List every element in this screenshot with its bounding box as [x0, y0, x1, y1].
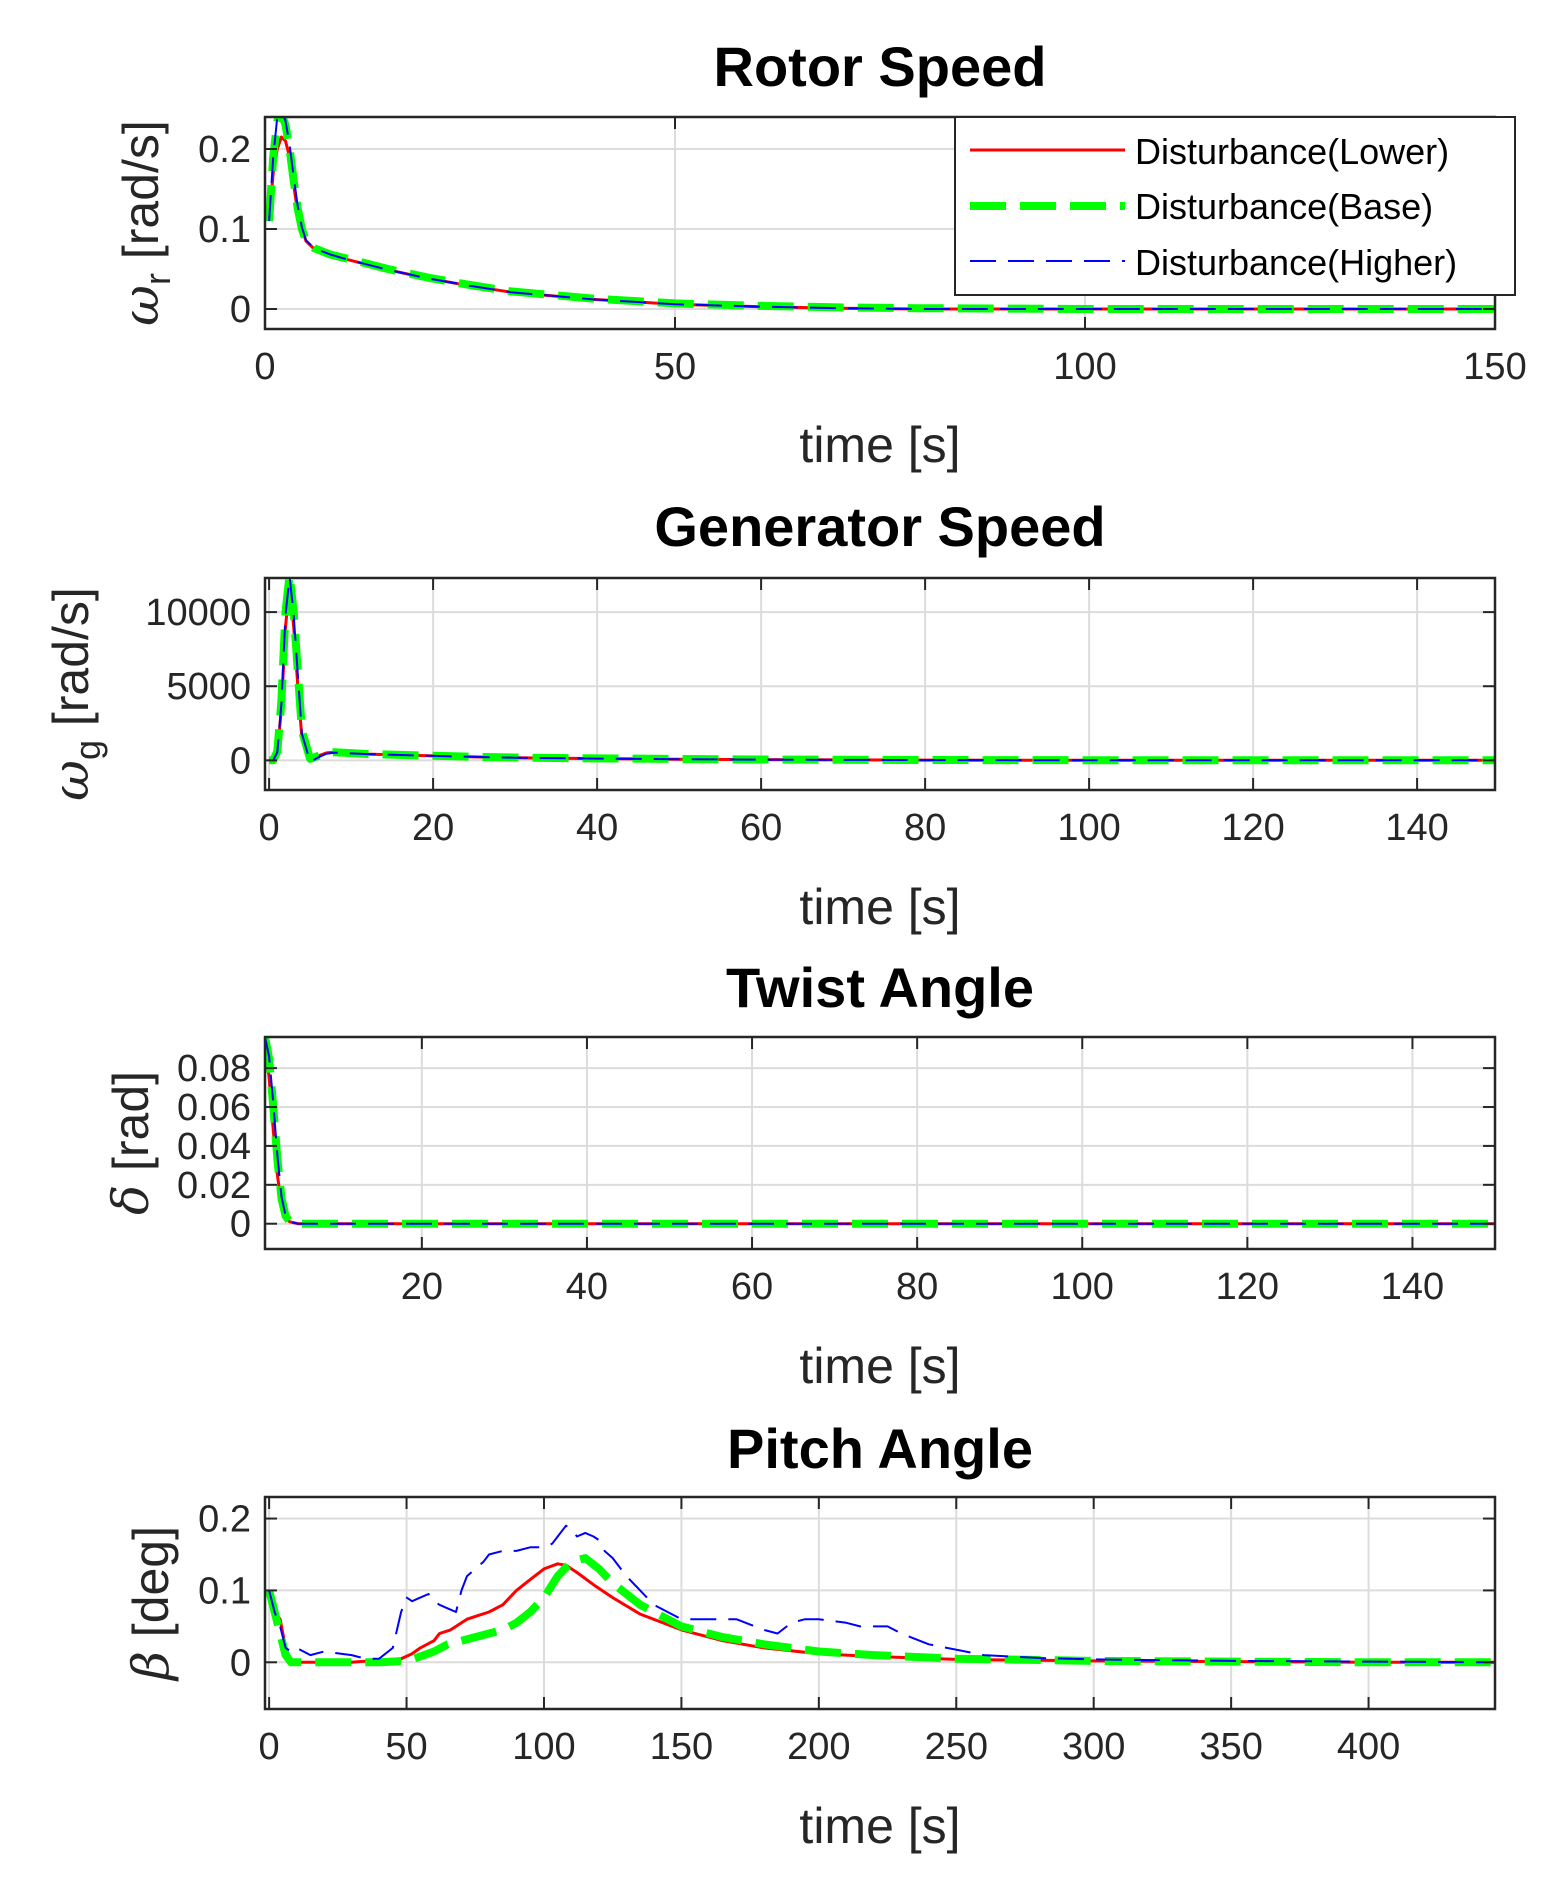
chart-title: Generator Speed	[654, 495, 1105, 558]
plot-area: 20 40 60 80 100 120 140 00.020.040.060.08	[177, 1035, 1497, 1308]
x-tick-label: 400	[1337, 1726, 1400, 1768]
x-tick-label: 0	[254, 346, 275, 388]
series-line	[268, 1524, 1495, 1664]
y-axis-symbol: δ	[102, 1185, 160, 1215]
legend-label-lower: Disturbance(Lower)	[1135, 131, 1449, 172]
y-tick-label: 0.08	[177, 1048, 251, 1090]
series-group	[269, 578, 1495, 765]
x-axis-label: time [s]	[799, 1338, 960, 1394]
x-tick-label: 140	[1385, 807, 1448, 849]
panel-twist-angle: Twist Angle 20 40 60 80 100 120 14000.020.040.…	[102, 956, 1497, 1394]
y-axis-symbol: β	[122, 1651, 180, 1682]
y-tick-label: 0.2	[198, 129, 251, 171]
x-tick-label: 100	[1057, 807, 1120, 849]
x-tick-label: 100	[1053, 346, 1116, 388]
x-tick-label: 100	[512, 1726, 575, 1768]
y-axis-label: ωg [rad/s]	[42, 587, 108, 801]
x-tick-label: 50	[385, 1726, 427, 1768]
x-tick-label: 120	[1216, 1266, 1279, 1308]
x-tick-label: 0	[259, 807, 280, 849]
chart-title: Rotor Speed	[714, 35, 1047, 98]
y-tick-label: 0.1	[198, 209, 251, 251]
x-tick-label: 0	[259, 1726, 280, 1768]
plot-background	[265, 1037, 1495, 1249]
y-tick-label: 0.06	[177, 1087, 251, 1129]
y-tick-label: 10000	[145, 592, 251, 634]
series-line	[268, 117, 1495, 310]
axes-frame	[263, 1495, 1497, 1711]
y-tick-label: 5000	[166, 666, 251, 708]
y-tick-label: 0	[230, 1204, 251, 1246]
x-tick-label: 200	[787, 1726, 850, 1768]
x-tick-label: 80	[904, 807, 946, 849]
legend-label-higher: Disturbance(Higher)	[1135, 242, 1457, 283]
y-axis-unit: [deg]	[123, 1526, 179, 1651]
series-group	[265, 1524, 1495, 1667]
chart-title: Pitch Angle	[727, 1417, 1033, 1480]
y-tick-label: 0	[230, 740, 251, 782]
x-tick-label: 20	[401, 1266, 443, 1308]
x-tick-label: 140	[1381, 1266, 1444, 1308]
series-group	[265, 117, 1495, 313]
x-tick-label: 120	[1221, 807, 1284, 849]
panel-generator-speed: Generator Speed 0 20 40 60 80 100 120 140 0 5000 1…	[42, 495, 1497, 935]
y-axis-label: β [deg]	[122, 1526, 180, 1682]
y-tick-label: 0.2	[198, 1499, 251, 1541]
x-tick-label: 80	[896, 1266, 938, 1308]
x-tick-label: 300	[1062, 1726, 1125, 1768]
x-axis-label: time [s]	[799, 417, 960, 473]
x-tick-label: 100	[1051, 1266, 1114, 1308]
y-tick-label: 0.02	[177, 1165, 251, 1207]
y-axis-label: δ [rad]	[102, 1071, 160, 1215]
y-tick-label: 0.1	[198, 1570, 251, 1612]
legend-label-base: Disturbance(Base)	[1135, 186, 1433, 227]
plot-background	[265, 1497, 1495, 1709]
series-line	[265, 1554, 1495, 1667]
x-axis-label: time [s]	[799, 879, 960, 935]
x-tick-label: 20	[412, 807, 454, 849]
legend: Disturbance(Lower) Disturbance(Base) Dis…	[954, 116, 1516, 296]
y-tick-label: 0	[230, 289, 251, 331]
y-axis-label: ωr [rad/s]	[112, 120, 178, 326]
x-tick-label: 250	[925, 1726, 988, 1768]
x-tick-label: 150	[650, 1726, 713, 1768]
series-line	[269, 578, 1495, 763]
x-tick-label: 50	[654, 346, 696, 388]
x-tick-label: 40	[576, 807, 618, 849]
plot-background	[265, 578, 1495, 790]
y-tick-label: 0	[230, 1642, 251, 1684]
axes-frame	[263, 576, 1497, 792]
y-axis-symbol: ω	[42, 760, 100, 801]
panel-pitch-angle: Pitch Angle 0 50 100 150 200 250 300 350 400 0 0.1…	[122, 1417, 1497, 1854]
series-group	[265, 1037, 1495, 1228]
y-axis-unit: [rad]	[103, 1071, 159, 1185]
y-axis-unit: [rad/s]	[113, 120, 169, 273]
y-tick-label: 0.04	[177, 1126, 251, 1168]
x-tick-label: 40	[566, 1266, 608, 1308]
plot-area: 0 20 40 60 80 100 120 140 0 5000 10000	[145, 576, 1497, 849]
x-tick-label: 150	[1463, 346, 1526, 388]
chart-title: Twist Angle	[726, 956, 1034, 1019]
x-axis-label: time [s]	[799, 1798, 960, 1854]
series-line	[265, 1037, 1495, 1225]
y-axis-unit: [rad/s]	[43, 587, 99, 740]
x-tick-label: 350	[1199, 1726, 1262, 1768]
axes-frame	[263, 1035, 1497, 1251]
x-tick-label: 60	[740, 807, 782, 849]
plot-area: 0 50 100 150 200 250 300 350 400 0 0.1 0.2	[198, 1495, 1497, 1768]
x-tick-label: 60	[731, 1266, 773, 1308]
y-axis-subscript: g	[67, 740, 108, 760]
y-axis-symbol: ω	[112, 285, 170, 326]
y-axis-subscript: r	[137, 273, 178, 285]
